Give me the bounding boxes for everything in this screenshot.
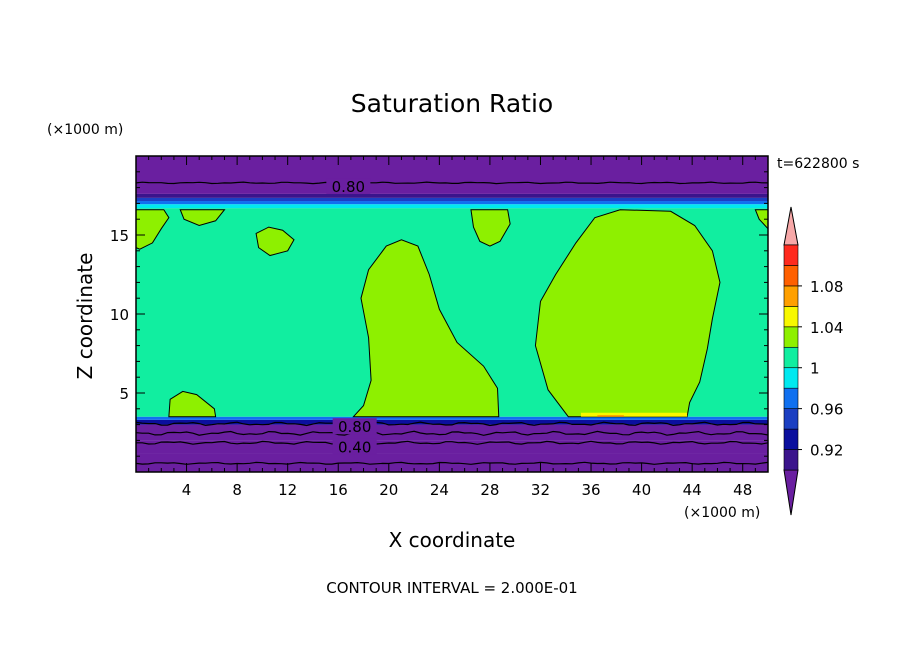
supersaturated-patch	[597, 415, 624, 417]
supersaturated-patch	[580, 412, 688, 417]
x-tick-label: 12	[278, 481, 297, 499]
contour-label-backing	[332, 438, 377, 455]
x-tick-label: 16	[329, 481, 348, 499]
supersaturated-region	[179, 209, 226, 227]
colorbar-legend: 0.92 0.96 1 1.04 1.08	[783, 206, 843, 516]
supersaturated-region	[255, 226, 295, 257]
field-band	[136, 197, 768, 202]
contour-label: 0.40	[338, 439, 371, 457]
supersaturated-region	[470, 209, 511, 247]
field-band	[136, 201, 768, 205]
colorbar-level	[783, 367, 799, 389]
contour-line	[135, 181, 769, 185]
supersaturated-region	[352, 239, 500, 418]
x-axis-label: X coordinate	[389, 528, 516, 552]
contour-line	[135, 461, 769, 465]
supersaturated-region	[168, 390, 217, 418]
x-tick-label: 36	[581, 481, 600, 499]
colorbar-level	[783, 428, 799, 450]
plot-area	[135, 155, 769, 473]
supersaturated-region	[534, 209, 721, 418]
colorbar-over-triangle	[783, 206, 799, 246]
x-tick-label: 8	[232, 481, 242, 499]
field-band	[136, 453, 768, 472]
y-axis: 5 10 15	[110, 155, 768, 473]
contour-line	[136, 440, 769, 445]
y-unit-label: (×1000 m)	[47, 122, 123, 138]
x-tick-label: 32	[531, 481, 550, 499]
time-label: t=622800 s	[777, 156, 859, 172]
x-tick-label: 20	[379, 481, 398, 499]
colorbar-level	[783, 326, 799, 348]
x-tick-label: 4	[182, 481, 192, 499]
field-band	[136, 156, 768, 194]
x-tick-label: 24	[430, 481, 449, 499]
x-tick-label: 44	[683, 481, 702, 499]
x-axis: 4 8 12 16 20 24 28 32 36 40 44 48	[135, 156, 769, 499]
colorbar-label: 1.04	[810, 319, 843, 337]
contour-label: 0.80	[338, 418, 371, 436]
colorbar-label: 0.96	[810, 401, 843, 419]
colorbar-level	[783, 265, 799, 287]
colorbar-level	[783, 306, 799, 328]
y-axis-label: Z coordinate	[73, 253, 97, 380]
colorbar-level	[783, 387, 799, 409]
x-tick-label: 28	[480, 481, 499, 499]
colorbar-under-triangle	[783, 469, 799, 516]
y-tick-label: 10	[110, 306, 129, 324]
chart-title: Saturation Ratio	[351, 89, 553, 118]
x-tick-label: 48	[733, 481, 752, 499]
colorbar-level	[783, 408, 799, 430]
colorbar-label: 0.92	[810, 442, 843, 460]
contour-line	[135, 430, 769, 436]
colorbar-label: 1.08	[810, 278, 843, 296]
y-tick-label: 5	[119, 385, 129, 403]
field-band	[136, 419, 768, 425]
colorbar-level	[783, 346, 799, 369]
y-tick-label: 15	[110, 227, 129, 245]
colorbar-level	[783, 449, 799, 471]
field-band	[136, 204, 768, 209]
field-band	[136, 193, 768, 198]
contour-interval-footer: CONTOUR INTERVAL = 2.000E-01	[326, 579, 577, 597]
contour-labels: 0.80 0.80 0.40	[326, 178, 377, 457]
contour-label-backing	[326, 178, 371, 195]
field-band	[136, 416, 768, 420]
x-tick-label: 40	[632, 481, 651, 499]
contour-line	[135, 421, 769, 427]
colorbar-label: 1	[810, 360, 820, 378]
colorbar-level	[783, 244, 799, 266]
x-unit-label: (×1000 m)	[684, 505, 760, 521]
colorbar-level	[783, 285, 799, 307]
contour-label: 0.80	[332, 178, 365, 196]
contour-label-backing	[332, 418, 377, 435]
